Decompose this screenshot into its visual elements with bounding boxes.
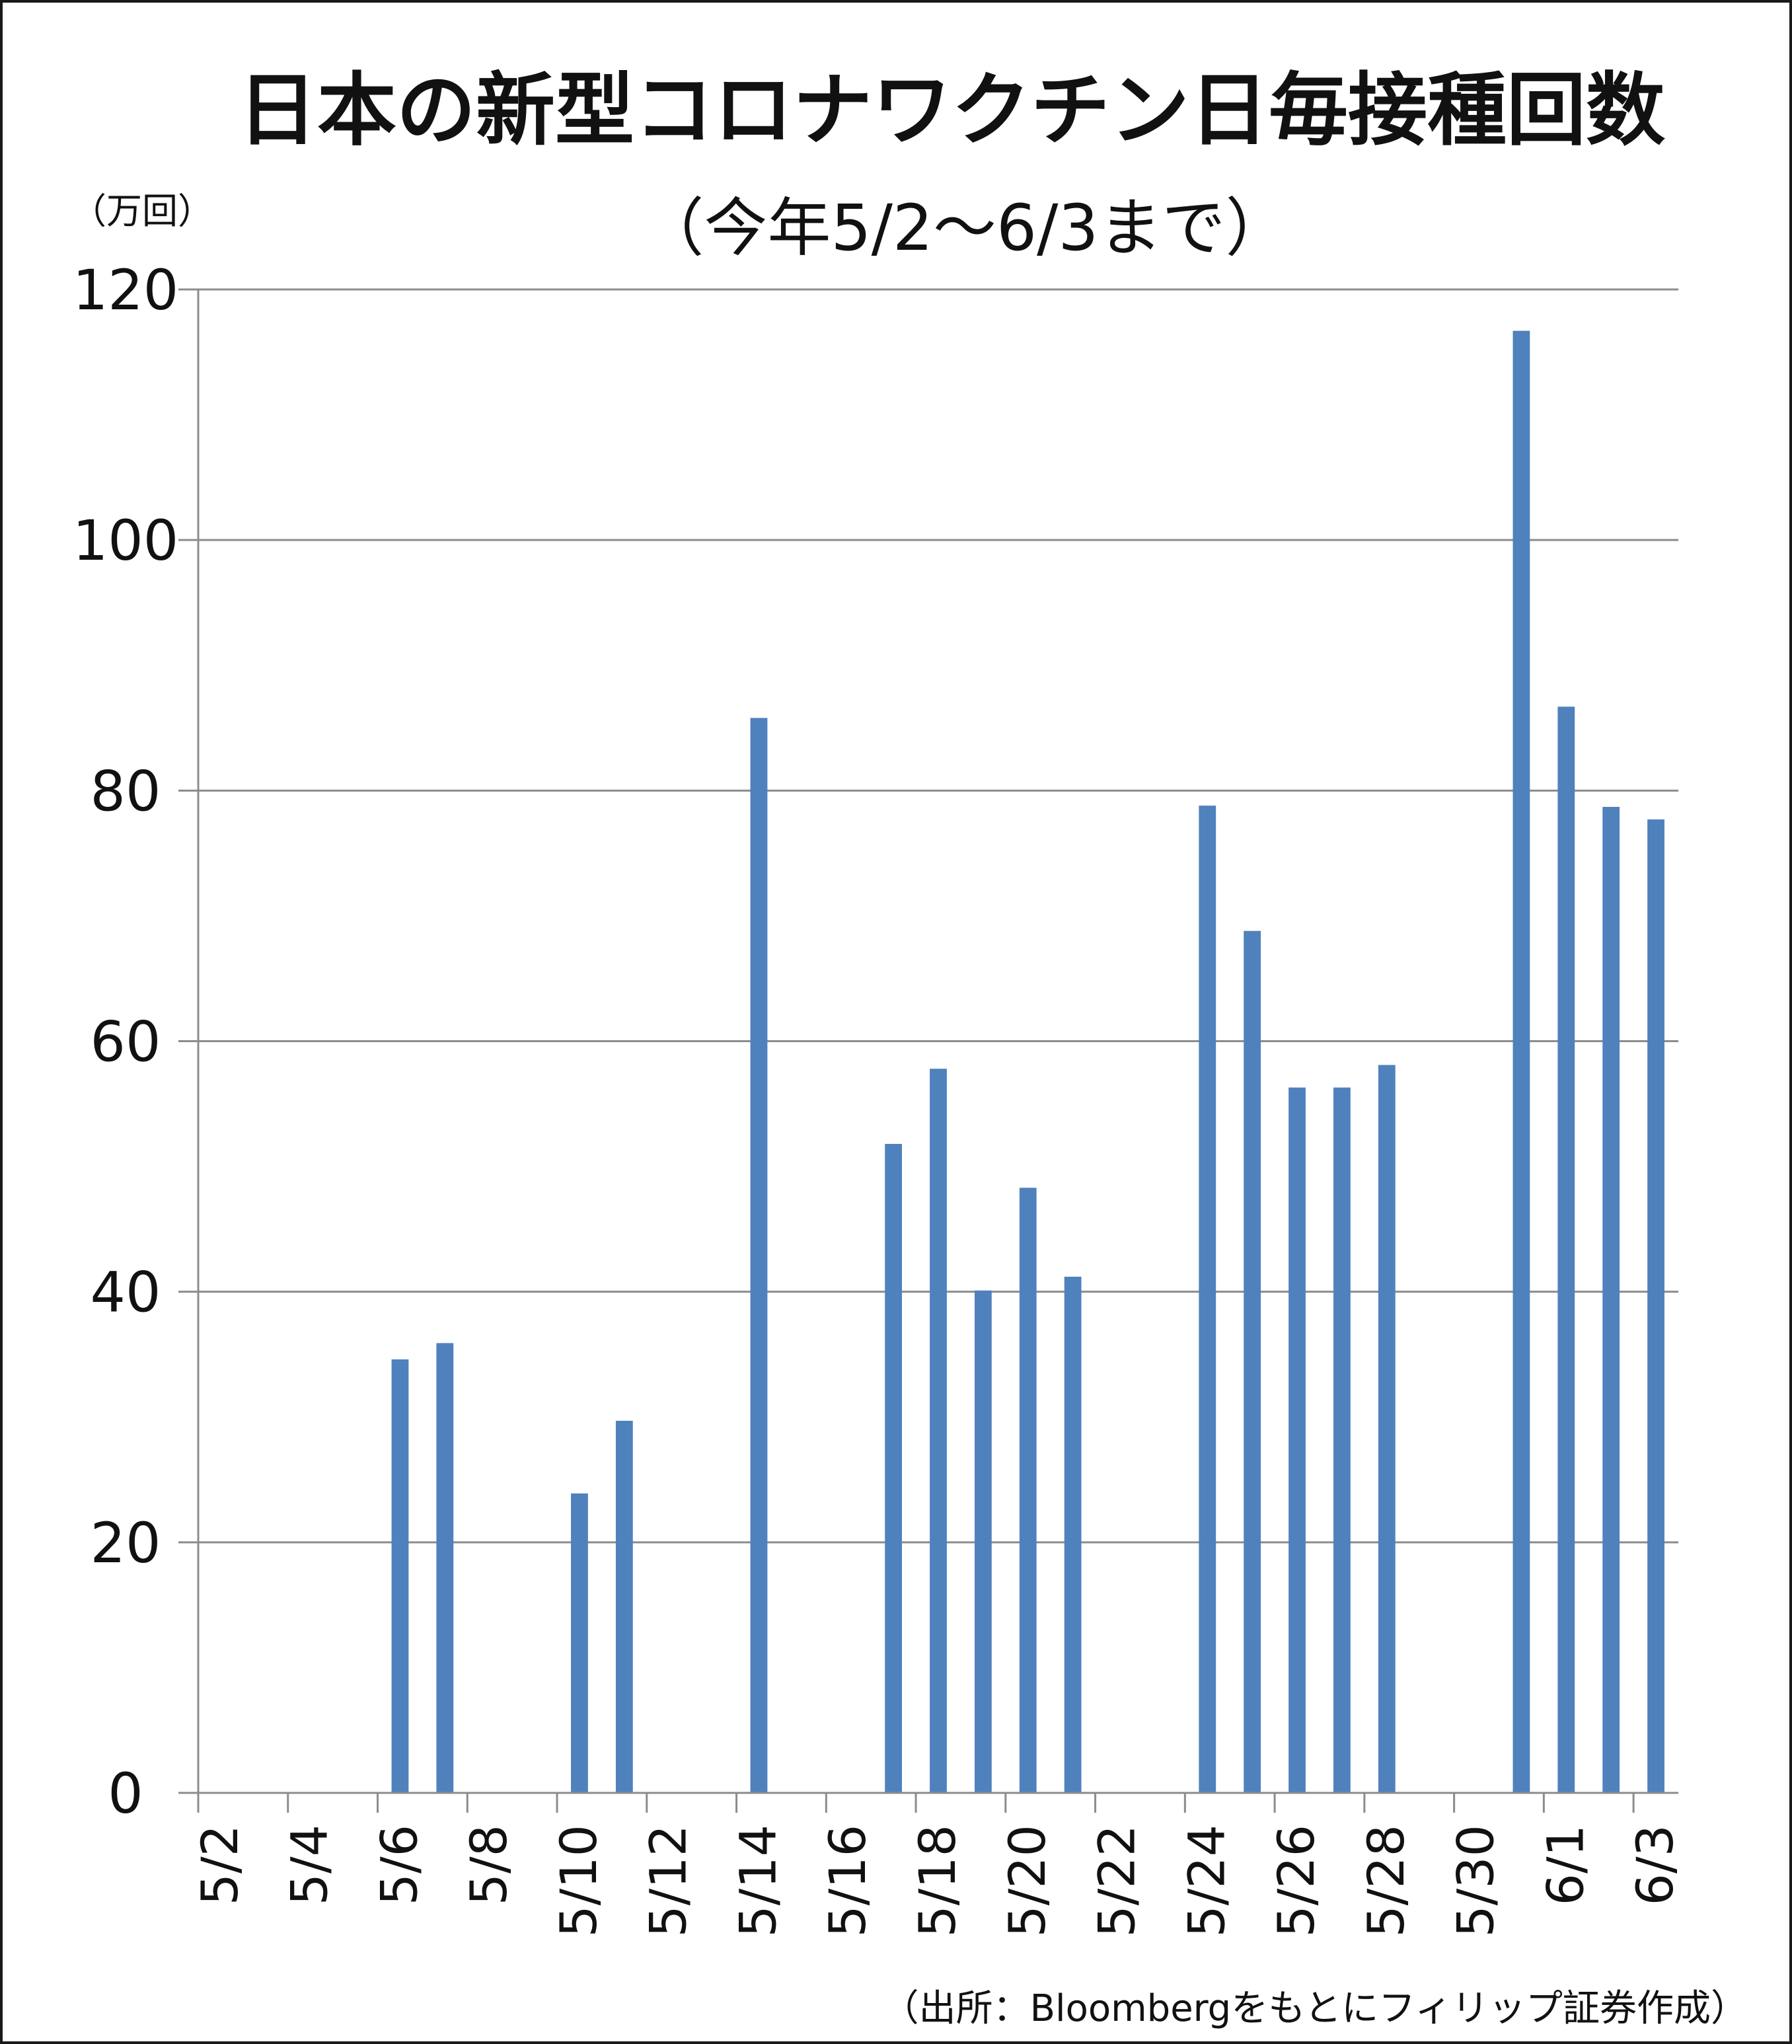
x-tick-label: 5/8 xyxy=(459,1825,518,1905)
x-tick-label: 5/28 xyxy=(1357,1825,1415,1938)
bar-5/24 xyxy=(1199,806,1216,1793)
source-note: （出所：Bloombergをもとにフィリップ証券作成） xyxy=(882,1987,1748,2030)
bars xyxy=(391,330,1664,1793)
x-tick-label: 5/12 xyxy=(639,1825,698,1938)
bar-5/7 xyxy=(436,1343,454,1793)
bar-5/28 xyxy=(1378,1065,1396,1793)
x-tick-label: 5/22 xyxy=(1088,1825,1146,1938)
x-tick-label: 5/4 xyxy=(280,1825,339,1905)
x-tick-label: 5/10 xyxy=(549,1825,608,1938)
bar-6/1 xyxy=(1557,706,1575,1793)
chart-title: 日本の新型コロナワクチン日毎接種回数 xyxy=(238,65,1665,157)
y-tick-label: 60 xyxy=(91,1010,161,1075)
axes xyxy=(178,288,1678,1813)
bar-5/19 xyxy=(974,1290,992,1793)
x-tick-label: 5/18 xyxy=(908,1825,967,1938)
x-tick-label: 5/20 xyxy=(998,1825,1057,1938)
y-tick-label: 100 xyxy=(73,508,178,573)
bar-5/25 xyxy=(1244,930,1261,1793)
x-tick-label: 6/3 xyxy=(1625,1825,1684,1905)
y-tick-label: 40 xyxy=(91,1260,161,1325)
y-tick-label: 20 xyxy=(91,1511,161,1575)
y-tick-label: 0 xyxy=(108,1761,143,1826)
x-tick-label: 5/14 xyxy=(728,1825,787,1938)
bar-5/20 xyxy=(1019,1188,1037,1793)
y-axis-unit: （万回） xyxy=(71,190,213,232)
bar-5/26 xyxy=(1288,1087,1306,1793)
bar-5/14 xyxy=(750,718,768,1793)
bar-5/31 xyxy=(1512,330,1530,1793)
y-tick-label: 120 xyxy=(73,258,178,322)
x-tick-label: 5/26 xyxy=(1267,1825,1325,1938)
bar-6/2 xyxy=(1602,806,1620,1793)
bar-5/17 xyxy=(885,1143,903,1793)
x-tick-label: 5/2 xyxy=(190,1825,249,1905)
bar-5/10 xyxy=(571,1493,588,1793)
x-tick-labels: 5/2 5/4 5/6 5/8 5/10 5/12 5/14 5/16 5/18 5/20 5/22… xyxy=(190,1825,1684,1938)
bar-5/21 xyxy=(1064,1276,1082,1793)
y-tick-labels: 0 20 40 60 80 100 120 xyxy=(73,258,178,1826)
x-tick-label: 5/24 xyxy=(1177,1825,1236,1938)
bar-5/18 xyxy=(930,1069,947,1793)
bar-5/11 xyxy=(615,1420,633,1793)
chart-subtitle: （今年5/2〜6/3まで） xyxy=(641,191,1289,265)
x-tick-label: 5/16 xyxy=(818,1825,877,1938)
x-tick-label: 5/30 xyxy=(1446,1825,1505,1938)
bar-5/27 xyxy=(1333,1087,1351,1793)
bar-5/6 xyxy=(391,1359,409,1793)
x-tick-label: 5/6 xyxy=(369,1825,428,1905)
x-tick-label: 6/1 xyxy=(1536,1825,1594,1905)
y-tick-label: 80 xyxy=(91,759,161,823)
bar-6/3 xyxy=(1647,819,1664,1793)
